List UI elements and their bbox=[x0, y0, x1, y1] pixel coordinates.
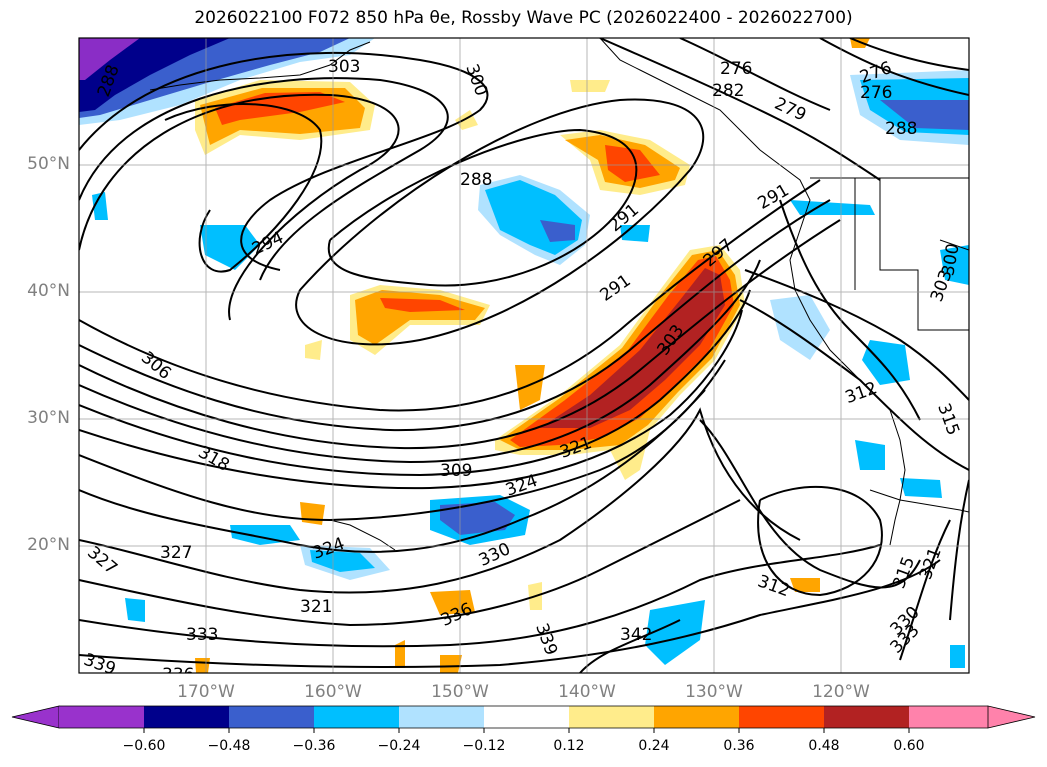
lat-label: 40°N bbox=[27, 281, 70, 301]
coastlines bbox=[149, 38, 969, 551]
colorbar-tick-label: 0.60 bbox=[893, 738, 925, 754]
contour-label: 309 bbox=[440, 461, 472, 481]
colorbar-tick-label: 0.24 bbox=[638, 738, 670, 754]
colorbar-tick-label: 0.48 bbox=[808, 738, 840, 754]
colorbar-extend-low bbox=[11, 705, 60, 729]
contour-label: 276 bbox=[720, 59, 752, 79]
colorbar-segment bbox=[144, 706, 229, 728]
colorbar-segment bbox=[59, 706, 144, 728]
lon-label: 160°W bbox=[304, 682, 362, 702]
contour-label: 333 bbox=[186, 625, 218, 645]
colorbar-tick-label: −0.48 bbox=[207, 738, 251, 754]
colorbar-segment bbox=[314, 706, 399, 728]
contour-label: 342 bbox=[620, 625, 652, 645]
colorbar-extend-high bbox=[987, 705, 1036, 729]
map-background bbox=[79, 38, 969, 673]
contour-label: 282 bbox=[712, 81, 744, 101]
colorbar-segment bbox=[484, 706, 569, 728]
colorbar-segment bbox=[909, 706, 988, 728]
colorbar-tick-label: 0.36 bbox=[723, 738, 755, 754]
lon-label: 130°W bbox=[685, 682, 743, 702]
contour-label: 303 bbox=[328, 57, 360, 77]
colorbar-segment bbox=[739, 706, 824, 728]
contour-label: 276 bbox=[860, 83, 892, 103]
colorbar-segment bbox=[569, 706, 654, 728]
colorbar-segment bbox=[229, 706, 314, 728]
graticule bbox=[79, 38, 969, 673]
contour-label: 327 bbox=[160, 543, 192, 563]
contour-label: 288 bbox=[460, 170, 492, 190]
contour-label: 321 bbox=[300, 597, 332, 617]
lon-label: 150°W bbox=[431, 682, 489, 702]
lon-label: 140°W bbox=[558, 682, 616, 702]
colorbar bbox=[11, 705, 1036, 733]
theta-e-contours bbox=[79, 38, 969, 673]
colorbar-tick-label: −0.24 bbox=[377, 738, 421, 754]
lat-label: 20°N bbox=[27, 535, 70, 555]
colorbar-segment bbox=[399, 706, 484, 728]
colorbar-tick-label: −0.12 bbox=[462, 738, 506, 754]
map-title: 2026022100 F072 850 hPa θe, Rossby Wave … bbox=[194, 8, 853, 28]
colorbar-segment bbox=[824, 706, 909, 728]
lat-label: 50°N bbox=[27, 154, 70, 174]
map-frame bbox=[78, 37, 970, 674]
colorbar-tick-label: −0.60 bbox=[122, 738, 166, 754]
colorbar-segment bbox=[654, 706, 739, 728]
lon-label: 170°W bbox=[177, 682, 235, 702]
lon-label: 120°W bbox=[812, 682, 870, 702]
contour-label: 288 bbox=[885, 119, 917, 139]
contour-label: 336 bbox=[162, 665, 194, 685]
lat-label: 30°N bbox=[27, 408, 70, 428]
colorbar-tick-label: −0.36 bbox=[292, 738, 336, 754]
colorbar-tick-label: 0.12 bbox=[553, 738, 585, 754]
